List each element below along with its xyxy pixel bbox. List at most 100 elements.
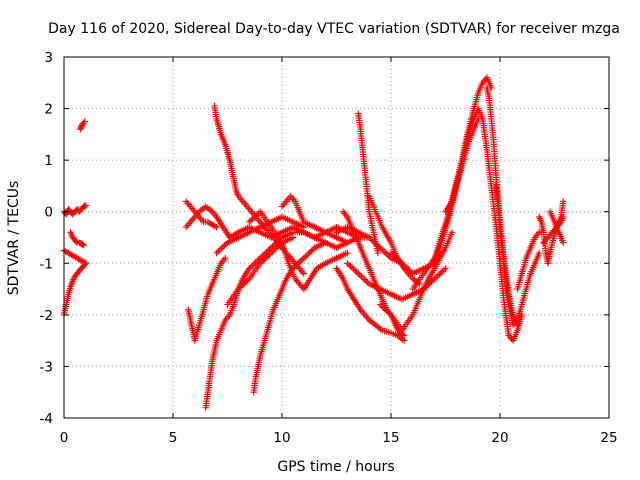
data-point <box>269 248 276 255</box>
series-track-18 <box>333 265 408 344</box>
y-tick-label: -2 <box>40 308 53 324</box>
x-tick-label: 10 <box>273 430 290 446</box>
y-tick-label: -3 <box>40 359 53 375</box>
axis-ticks <box>63 56 610 419</box>
data-point <box>345 261 353 268</box>
data-point <box>322 239 329 246</box>
data-point <box>222 254 229 262</box>
series-track-02 <box>60 260 89 319</box>
data-point <box>378 302 385 310</box>
series-track-32 <box>546 208 567 246</box>
data-point <box>300 270 307 277</box>
series-track-03 <box>60 247 89 267</box>
data-point <box>378 246 385 253</box>
series-track-25 <box>442 115 482 215</box>
data-point <box>299 256 306 263</box>
data-point <box>272 245 279 252</box>
series-track-05 <box>77 118 88 133</box>
data-point <box>216 246 223 254</box>
data-point <box>381 249 388 256</box>
data-point <box>436 271 443 278</box>
data-point <box>389 251 396 258</box>
data-point <box>82 260 89 267</box>
data-point <box>81 118 88 125</box>
data-point <box>359 274 367 282</box>
y-tick-label: 3 <box>44 50 53 66</box>
series-track-04 <box>67 229 87 249</box>
data-point <box>243 278 250 285</box>
data-point <box>81 259 88 266</box>
data-point <box>434 272 441 279</box>
data-point <box>247 217 255 224</box>
data-point <box>392 254 399 261</box>
y-tick-label: 0 <box>44 205 53 221</box>
data-point <box>352 267 359 274</box>
data-point <box>253 211 261 218</box>
data-point <box>358 273 365 280</box>
y-tick-label: 1 <box>44 153 53 169</box>
data-point <box>350 266 357 273</box>
data-point <box>433 274 440 281</box>
data-point <box>247 263 255 271</box>
data-point <box>213 249 220 257</box>
data-point <box>211 223 219 230</box>
data-point <box>82 202 89 209</box>
data-point <box>302 253 309 260</box>
data-point <box>297 257 304 265</box>
data-point <box>395 257 402 264</box>
data-point <box>250 214 258 221</box>
series-track-09 <box>202 229 351 411</box>
series-track-08 <box>185 254 229 344</box>
data-point <box>560 198 567 205</box>
data-point <box>305 250 312 257</box>
data-point <box>308 247 315 254</box>
data-point <box>306 249 314 256</box>
data-point <box>406 267 413 274</box>
data-point <box>381 305 388 313</box>
data-point <box>355 270 362 277</box>
plot-frame <box>63 56 610 419</box>
data-point <box>275 242 283 249</box>
y-tick-label: -1 <box>40 256 53 272</box>
data-point <box>218 245 225 252</box>
data-point <box>221 242 228 249</box>
data-point <box>356 271 364 279</box>
data-point <box>347 263 354 270</box>
data-point <box>348 264 356 271</box>
data-marks <box>60 74 567 411</box>
x-axis-title: GPS time / hours <box>277 459 394 475</box>
data-point <box>362 277 370 285</box>
series-track-27 <box>483 84 521 329</box>
x-tick-label: 5 <box>169 430 178 446</box>
data-point <box>442 265 449 272</box>
data-point <box>80 119 87 127</box>
x-tick-labels: 0 5 10 15 20 25 <box>60 430 618 446</box>
data-point <box>213 224 220 231</box>
x-tick-label: 20 <box>491 430 508 446</box>
data-point <box>79 241 86 248</box>
series-track-10 <box>211 102 307 277</box>
series-track-28 <box>492 182 543 329</box>
y-tick-labels: -4 -3 -2 -1 0 1 2 3 <box>40 50 53 427</box>
data-point <box>440 266 448 274</box>
data-point <box>291 263 298 271</box>
data-point <box>383 250 390 257</box>
x-tick-label: 15 <box>382 430 399 446</box>
data-point <box>384 308 392 316</box>
data-point <box>439 268 446 275</box>
series-track-12 <box>224 234 297 308</box>
series-track-07 <box>182 198 220 231</box>
grid <box>64 57 609 418</box>
data-point <box>300 254 307 262</box>
y-axis-title: SDTVAR / TECUs <box>6 181 22 296</box>
data-point <box>560 213 567 221</box>
series-track-20 <box>355 110 382 257</box>
data-point <box>374 249 382 257</box>
data-point <box>80 242 87 249</box>
series-track-14 <box>246 208 351 293</box>
data-point <box>264 252 272 260</box>
series-track-19 <box>344 260 449 303</box>
data-point <box>289 234 297 241</box>
data-point <box>294 260 301 268</box>
